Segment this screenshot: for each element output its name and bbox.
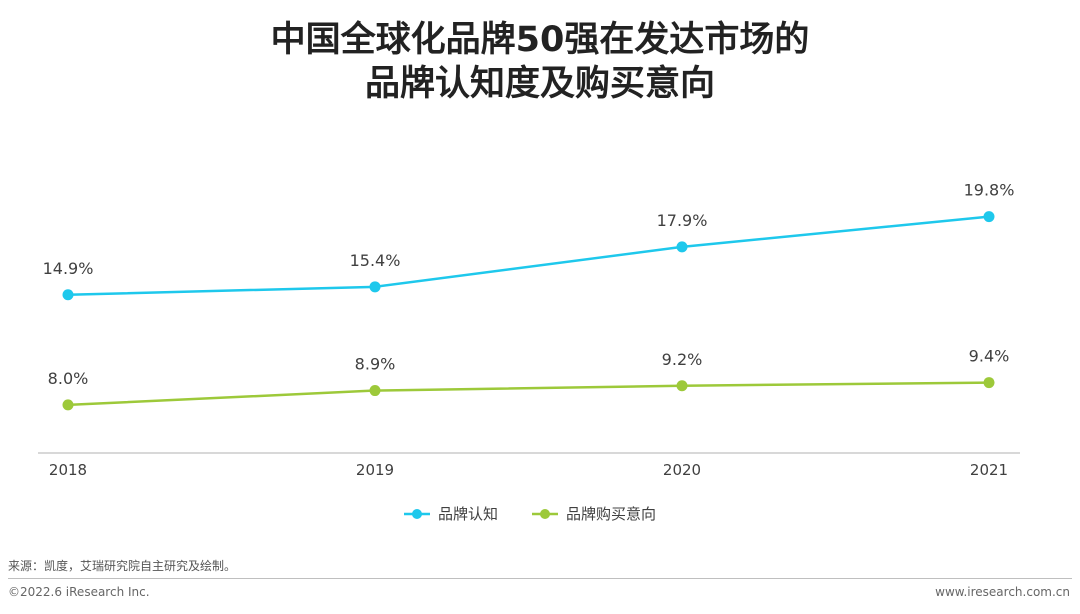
footer-divider: [8, 578, 1072, 579]
legend-marker-2: [540, 509, 550, 519]
data-point: [62, 289, 74, 301]
data-label: 9.4%: [969, 347, 1010, 366]
chart-title-line-1: 中国全球化品牌50强在发达市场的: [270, 20, 810, 60]
x-tick-label: 2021: [970, 461, 1008, 479]
data-label: 19.8%: [964, 181, 1015, 200]
data-point: [369, 281, 381, 293]
data-point: [62, 399, 74, 411]
line-chart: 2018 2019 2020 2021 14.9% 15.4% 17.9% 19.8% 8.0%…: [38, 181, 1020, 523]
data-point: [983, 211, 995, 223]
series-line-2: [67, 381, 990, 407]
legend-label-1: 品牌认知: [438, 505, 498, 523]
chart-title: 中国全球化品牌50强在发达市场的 品牌认知度及购买意向: [0, 18, 1080, 106]
data-label: 8.9%: [355, 355, 396, 374]
data-label: 14.9%: [43, 259, 94, 278]
legend-label-2: 品牌购买意向: [566, 505, 656, 523]
copyright-text: ©2022.6 iResearch Inc.: [8, 585, 150, 599]
data-point: [983, 377, 995, 389]
data-label: 15.4%: [350, 251, 401, 270]
source-note: 来源：凯度，艾瑞研究院自主研究及绘制。: [8, 559, 237, 573]
data-point: [369, 385, 381, 397]
x-tick-label: 2020: [663, 461, 701, 479]
data-point: [676, 241, 688, 253]
x-tick-label: 2018: [49, 461, 87, 479]
data-label: 17.9%: [657, 211, 708, 230]
data-label: 9.2%: [662, 350, 703, 369]
chart-title-line-2: 品牌认知度及购买意向: [364, 64, 715, 104]
x-tick-label: 2019: [356, 461, 394, 479]
data-label: 8.0%: [48, 369, 89, 388]
website-text: www.iresearch.com.cn: [935, 585, 1070, 599]
data-point: [676, 380, 688, 392]
series-line-1: [67, 215, 990, 297]
legend-marker-1: [412, 509, 422, 519]
